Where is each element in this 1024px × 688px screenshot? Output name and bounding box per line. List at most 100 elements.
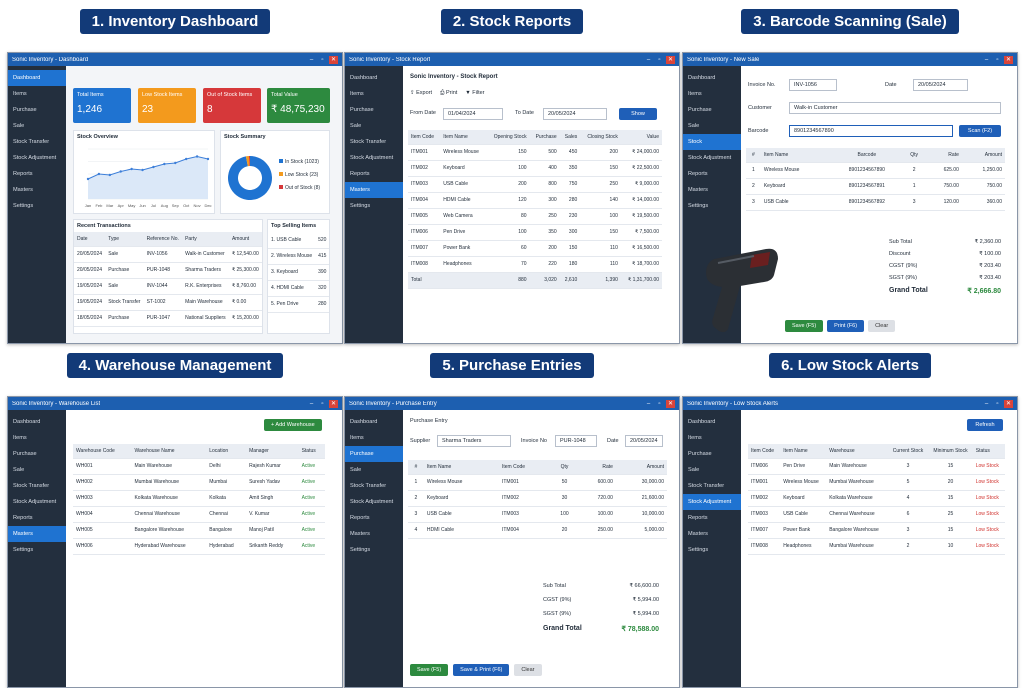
sidebar-item-reports[interactable]: Reports bbox=[13, 171, 33, 177]
sidebar-item-purchase[interactable]: Purchase bbox=[345, 446, 403, 462]
sidebar-item-stock-transfer[interactable]: Stock Transfer bbox=[13, 483, 50, 489]
maximize-icon[interactable]: ▫ bbox=[658, 56, 661, 63]
sidebar-item-stock-adjustment[interactable]: Stock Adjustment bbox=[350, 499, 394, 505]
table-row[interactable]: ITM001 Wireless Mouse 150 500 450 200 ₹ 24,000… bbox=[408, 144, 662, 161]
table-row[interactable]: 2. Wireless Mouse 415 bbox=[268, 248, 330, 265]
column-header[interactable]: Item Code bbox=[498, 460, 552, 475]
column-header[interactable]: Manager bbox=[246, 444, 299, 459]
card-out-of-stock[interactable]: Out of Stock Items 8 bbox=[203, 88, 261, 123]
data-point[interactable] bbox=[174, 161, 177, 165]
data-point[interactable] bbox=[152, 165, 155, 169]
sidebar-item-reports[interactable]: Reports bbox=[350, 515, 370, 521]
data-point[interactable] bbox=[97, 172, 101, 176]
column-header[interactable]: Warehouse Name bbox=[131, 444, 207, 459]
customer-select[interactable]: Walk-in Customer bbox=[789, 102, 1001, 114]
card-total-value[interactable]: Total Value ₹ 48,75,230 bbox=[267, 88, 330, 123]
sidebar-item-purchase[interactable]: Purchase bbox=[13, 451, 37, 457]
table-row[interactable]: ITM001 Wireless Mouse Mumbai Warehouse 5 20 L… bbox=[748, 474, 1005, 491]
table-row[interactable]: ITM004 HDMI Cable 120 300 280 140 ₹ 14,000.00 bbox=[408, 192, 662, 209]
sidebar-item-masters[interactable]: Masters bbox=[345, 182, 403, 198]
column-header[interactable]: Sales bbox=[559, 130, 581, 145]
sidebar-item-masters[interactable]: Masters bbox=[688, 531, 708, 537]
column-header[interactable]: Amount bbox=[228, 232, 262, 247]
minimize-icon[interactable]: – bbox=[984, 400, 989, 407]
sidebar-item-items[interactable]: Items bbox=[13, 91, 27, 97]
sidebar-item-purchase[interactable]: Purchase bbox=[688, 451, 712, 457]
from-date-input[interactable]: 01/04/2024 bbox=[443, 108, 503, 120]
sidebar-item-settings[interactable]: Settings bbox=[350, 203, 371, 209]
column-header[interactable]: Qty bbox=[551, 460, 578, 475]
print-button[interactable]: Print (F6) bbox=[827, 320, 865, 332]
sidebar-item-reports[interactable]: Reports bbox=[13, 515, 33, 521]
column-header[interactable]: Rate bbox=[577, 460, 616, 475]
column-header[interactable]: Minimum Stock bbox=[928, 444, 973, 459]
column-header[interactable]: Item Code bbox=[408, 130, 441, 145]
table-row[interactable]: ITM002 Keyboard Kolkata Warehouse 4 15 Low St… bbox=[748, 490, 1005, 507]
sidebar-item-stock-transfer[interactable]: Stock Transfer bbox=[13, 139, 50, 145]
column-header[interactable]: Purchase bbox=[529, 130, 560, 145]
sidebar-item-stock-adjustment[interactable]: Stock Adjustment bbox=[683, 494, 741, 510]
date-input[interactable]: 20/05/2024 bbox=[913, 79, 968, 91]
table-row[interactable]: ITM008 Headphones 70 220 180 110 ₹ 18,700.00 bbox=[408, 256, 662, 273]
close-icon[interactable]: ✕ bbox=[1004, 399, 1013, 408]
clear-button[interactable]: Clear bbox=[514, 664, 542, 676]
maximize-icon[interactable]: ▫ bbox=[658, 400, 661, 407]
minimize-icon[interactable]: – bbox=[309, 56, 314, 63]
sidebar-item-sale[interactable]: Sale bbox=[688, 123, 700, 129]
column-header[interactable]: Item Name bbox=[440, 130, 487, 145]
data-point[interactable] bbox=[195, 155, 199, 158]
sidebar-item-dashboard[interactable]: Dashboard bbox=[350, 419, 378, 425]
column-header[interactable]: Party bbox=[182, 232, 229, 247]
data-point[interactable] bbox=[119, 170, 122, 173]
table-row[interactable]: 3 USB Cable ITM003 100 100.00 10,000.00 bbox=[408, 506, 667, 523]
sidebar-item-masters[interactable]: Masters bbox=[13, 187, 33, 193]
sidebar-item-dashboard[interactable]: Dashboard bbox=[688, 419, 716, 425]
table-row[interactable]: ITM006 Pen Drive 100 350 300 150 ₹ 7,500.00 bbox=[408, 224, 662, 241]
save-button[interactable]: Save (F5) bbox=[410, 664, 449, 676]
save-button[interactable]: Save (F5) bbox=[785, 320, 824, 332]
sidebar-item-items[interactable]: Items bbox=[688, 435, 702, 441]
column-header[interactable]: Current Stock bbox=[887, 444, 929, 459]
table-row[interactable]: WH004 Chennai Warehouse Chennai V. Kumar Act… bbox=[73, 506, 325, 523]
table-row[interactable]: ITM007 Power Bank 60 200 150 110 ₹ 16,500.00 bbox=[408, 240, 662, 257]
sidebar-item-purchase[interactable]: Purchase bbox=[13, 107, 37, 113]
sidebar-item-masters[interactable]: Masters bbox=[350, 531, 370, 537]
sidebar-item-sale[interactable]: Sale bbox=[688, 467, 700, 473]
sidebar-item-reports[interactable]: Reports bbox=[350, 171, 370, 177]
date-input[interactable]: 20/05/2024 bbox=[625, 435, 663, 447]
sidebar-item-purchase[interactable]: Purchase bbox=[688, 107, 712, 113]
table-row[interactable]: WH001 Main Warehouse Delhi Rajesh Kumar Acti… bbox=[73, 458, 325, 475]
table-row[interactable]: ITM005 Web Camera 80 250 230 100 ₹ 19,500.00 bbox=[408, 208, 662, 225]
filter-button[interactable]: ▼ Filter bbox=[465, 90, 485, 96]
sidebar-item-masters[interactable]: Masters bbox=[688, 187, 708, 193]
sidebar-item-stock[interactable]: Stock bbox=[683, 134, 741, 150]
show-button[interactable]: Show bbox=[619, 108, 657, 120]
close-icon[interactable]: ✕ bbox=[666, 399, 675, 408]
sidebar-item-stock-adjustment[interactable]: Stock Adjustment bbox=[688, 155, 732, 161]
table-row[interactable]: ITM006 Pen Drive Main Warehouse 3 15 Low Stoc… bbox=[748, 458, 1005, 475]
column-header[interactable]: Item Name bbox=[423, 460, 499, 475]
sidebar-item-items[interactable]: Items bbox=[688, 91, 702, 97]
column-header[interactable]: Amount bbox=[961, 148, 1005, 163]
save-print-button[interactable]: Save & Print (F6) bbox=[453, 664, 510, 676]
data-point[interactable] bbox=[86, 177, 90, 181]
sidebar-item-stock-adjustment[interactable]: Stock Adjustment bbox=[13, 155, 57, 161]
column-header[interactable]: Type bbox=[105, 232, 144, 247]
column-header[interactable]: Warehouse bbox=[826, 444, 888, 459]
sidebar-item-sale[interactable]: Sale bbox=[350, 123, 362, 129]
column-header[interactable]: Status bbox=[972, 444, 1005, 459]
invoice-input[interactable]: PUR-1048 bbox=[555, 435, 597, 447]
pie-slice[interactable] bbox=[228, 156, 272, 200]
sidebar-item-reports[interactable]: Reports bbox=[688, 171, 708, 177]
supplier-select[interactable]: Sharma Traders bbox=[437, 435, 511, 447]
column-header[interactable]: Item Name bbox=[760, 148, 832, 163]
minimize-icon[interactable]: – bbox=[646, 400, 651, 407]
table-row[interactable]: ITM002 Keyboard 100 400 350 150 ₹ 22,500.00 bbox=[408, 160, 662, 177]
column-header[interactable]: Item Name bbox=[780, 444, 827, 459]
sidebar-item-stock-adjustment[interactable]: Stock Adjustment bbox=[350, 155, 394, 161]
close-icon[interactable]: ✕ bbox=[329, 399, 338, 408]
pie-slice[interactable] bbox=[245, 156, 250, 167]
data-point[interactable] bbox=[163, 162, 166, 166]
table-row[interactable]: 20/05/2024 Sale INV-1056 Walk-in Customer ₹ … bbox=[74, 246, 262, 263]
column-header[interactable]: Reference No. bbox=[143, 232, 183, 247]
